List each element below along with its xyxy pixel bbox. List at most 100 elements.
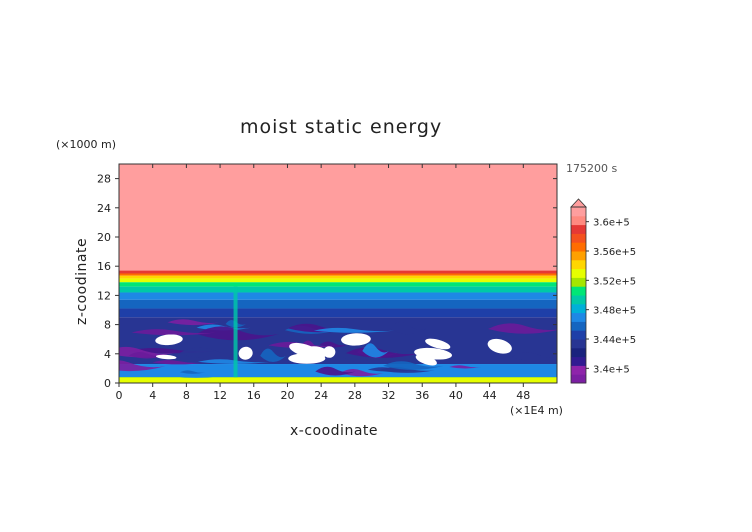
colorbar-segment	[571, 259, 586, 270]
x-tick-label: 24	[314, 389, 328, 402]
y-tick-label: 16	[97, 260, 111, 273]
convective-structure	[362, 343, 389, 358]
field-layer	[119, 286, 557, 293]
colorbar: 3.4e+5 3.44e+5 3.48e+5 3.52e+5 3.56e+5 3.6e+5	[570, 198, 636, 384]
saturated-region	[155, 354, 177, 360]
colorbar-segment	[571, 330, 586, 340]
field-layer	[119, 270, 557, 274]
convective-structure	[167, 319, 220, 326]
convective-structure	[119, 360, 166, 372]
plot-frame	[118, 163, 558, 384]
colorbar-segment	[571, 339, 586, 349]
saturated-region	[341, 333, 371, 346]
convective-structure	[449, 365, 482, 369]
colorbar-label: 3.56e+5	[593, 247, 636, 258]
colorbar-extend-arrow	[570, 198, 587, 208]
colorbar-segment	[571, 268, 586, 278]
convective-structure	[152, 363, 240, 378]
colorbar-segment	[571, 242, 586, 252]
field-layer	[119, 273, 557, 276]
colorbar-segment	[571, 356, 586, 366]
colorbar-segment	[571, 365, 586, 375]
x-axis-label: x-coodinate	[290, 423, 378, 439]
field-layer	[119, 282, 557, 287]
field-layer	[119, 308, 557, 318]
time-label: 175200 s	[566, 162, 618, 175]
saturated-region	[155, 334, 183, 346]
y-tick-label: 8	[104, 319, 111, 332]
y-tick-label: 28	[97, 173, 111, 186]
convective-structure	[340, 369, 384, 377]
convective-structures	[119, 286, 557, 383]
x-tick-label: 48	[516, 389, 530, 402]
colorbar-segment	[571, 207, 586, 217]
convective-structure	[260, 348, 286, 362]
y-ticks: 0 4 8 12 16 20 24 28	[97, 173, 557, 390]
saturated-region	[289, 342, 320, 358]
colorbar-segment	[571, 233, 586, 243]
convective-structure	[315, 366, 356, 376]
convective-structure	[131, 329, 217, 336]
colorbar-label: 3.4e+5	[593, 364, 630, 375]
convective-structure	[313, 327, 395, 333]
colorbar-label: 3.48e+5	[593, 306, 636, 317]
x-tick-label: 8	[183, 389, 190, 402]
y-tick-label: 4	[104, 348, 111, 361]
x-tick-label: 32	[382, 389, 396, 402]
convective-structure	[179, 370, 206, 374]
x-tick-label: 0	[116, 389, 123, 402]
x-axis-unit: (×1E4 m)	[510, 404, 563, 417]
convective-structure	[178, 347, 248, 359]
colorbar-label: 3.52e+5	[593, 276, 636, 287]
field-layer	[119, 275, 557, 279]
chart-title: moist static energy	[240, 116, 443, 138]
saturated-region	[487, 338, 512, 354]
x-tick-label: 44	[483, 389, 497, 402]
surface-layer	[119, 377, 557, 383]
updraft-plume	[233, 286, 238, 378]
y-tick-label: 24	[97, 202, 111, 215]
colorbar-segment	[571, 224, 586, 234]
convective-structure	[383, 361, 444, 370]
convective-structure	[367, 367, 417, 372]
x-tick-label: 36	[415, 389, 429, 402]
x-ticks: 0 4 8 12 16 20 24 28 32 36 40 44 48	[116, 164, 530, 402]
colorbar-segment	[571, 303, 586, 314]
saturated-region	[415, 354, 437, 366]
colorbar-segment	[571, 215, 586, 226]
field-layer	[119, 164, 557, 271]
convective-structure	[152, 360, 205, 365]
saturated-region	[425, 338, 451, 350]
colorbar-segment	[571, 312, 586, 322]
field-layer	[119, 278, 557, 283]
y-tick-label: 0	[104, 377, 111, 390]
y-axis-unit: (×1000 m)	[56, 138, 117, 151]
colorbar-segment	[571, 277, 586, 287]
colorbar-segment	[571, 251, 586, 261]
convective-structure	[488, 323, 557, 334]
colorbar-segment	[571, 321, 586, 331]
field-layer	[119, 299, 557, 309]
x-tick-label: 16	[247, 389, 261, 402]
colorbar-label: 3.44e+5	[593, 335, 636, 346]
colorbar-segment	[571, 347, 586, 358]
convective-structure	[389, 321, 427, 335]
colorbar-label: 3.6e+5	[593, 218, 630, 229]
x-tick-label: 4	[149, 389, 156, 402]
field-layers	[119, 164, 557, 383]
x-tick-label: 40	[449, 389, 463, 402]
x-tick-label: 28	[348, 389, 362, 402]
field-layer	[119, 292, 557, 300]
colorbar-frame	[570, 206, 587, 384]
convective-structure	[128, 351, 166, 359]
saturated-region	[238, 346, 253, 360]
convective-structure	[511, 352, 557, 362]
y-tick-label: 20	[97, 231, 111, 244]
colorbar-segment	[571, 286, 586, 296]
y-tick-label: 12	[97, 289, 111, 302]
colorbar-segment	[571, 295, 586, 305]
x-tick-label: 12	[213, 389, 227, 402]
x-tick-label: 20	[280, 389, 294, 402]
colorbar-segment	[571, 374, 586, 384]
